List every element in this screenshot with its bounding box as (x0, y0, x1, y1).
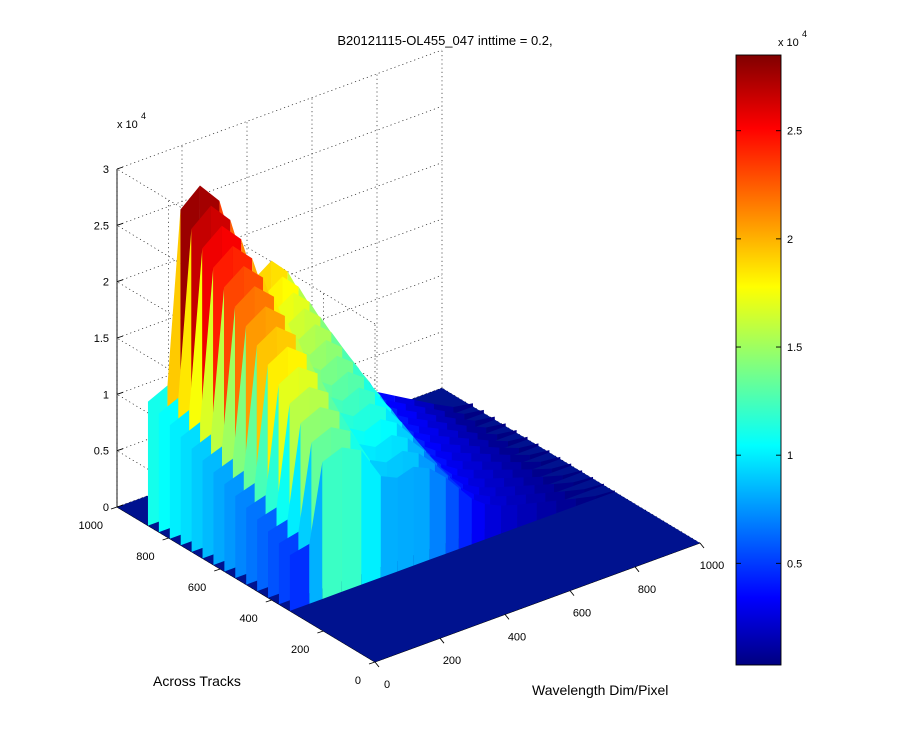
x-tick (634, 566, 640, 573)
surface-patch (501, 504, 518, 534)
surface-patch (361, 450, 381, 585)
surface-patch (529, 450, 550, 460)
x-tick (374, 661, 380, 668)
axes-3d: 00.511.522.53020040060080010000200400600… (79, 49, 725, 691)
y-tick-label: 400 (239, 613, 257, 625)
surface-patch (508, 436, 528, 447)
surface-patch (584, 483, 604, 493)
surface-patch (453, 403, 473, 414)
surface-patch (554, 482, 574, 494)
surface-patch (536, 500, 557, 521)
surface-patch (397, 466, 414, 572)
z-tick (116, 504, 124, 508)
z-tick-label: 0 (103, 502, 109, 514)
surface-patch (562, 470, 583, 480)
y-tick-label: 600 (188, 582, 206, 594)
colorbar-tick-label: 2.5 (787, 126, 802, 138)
y-tick (162, 537, 169, 541)
z-tick (116, 222, 124, 226)
z-tick-label: 1 (103, 389, 109, 401)
axis-ticks: 00.511.522.53020040060080010000200400600… (79, 164, 725, 691)
y-tick (317, 630, 324, 634)
x-axis-label: Wavelength Dim/Pixel (532, 682, 668, 698)
surface-patch (575, 495, 596, 507)
surface-patch (564, 489, 585, 500)
surface-patch (429, 468, 446, 560)
surface-patch (484, 503, 502, 540)
x-tick-label: 800 (638, 584, 656, 596)
y-tick-label: 1000 (79, 520, 103, 532)
y-tick-label: 0 (355, 675, 361, 687)
colorbar-tick-label: 0.5 (787, 558, 802, 570)
y-tick (214, 568, 221, 572)
surface-patch (486, 423, 506, 434)
colorbar-tick-label: 1 (787, 450, 793, 462)
surface-patch (471, 498, 485, 545)
z-tick (116, 279, 124, 283)
z-multiplier: x 10 (117, 119, 138, 131)
colorbar-multiplier: x 10 (778, 37, 799, 49)
surface-patch (380, 476, 398, 578)
surface-patch (573, 476, 594, 486)
surface-patch (445, 477, 459, 554)
x-tick (439, 637, 445, 644)
x-tick (699, 542, 705, 549)
x-tick-label: 1000 (700, 560, 724, 572)
surface-patch (518, 443, 539, 454)
surface-patch (289, 543, 310, 611)
surface-patch (309, 462, 323, 604)
colorbar-tick-label: 2 (787, 234, 793, 246)
colorbar: x 10 4 0.5 1 1.5 2 2.5 (735, 29, 807, 666)
y-tick-label: 200 (291, 644, 309, 656)
colorbar-tick-label: 1.5 (787, 342, 802, 354)
z-tick (116, 391, 124, 395)
colorbar-gradient (735, 54, 782, 666)
surface-patch (595, 490, 615, 499)
y-tick (368, 661, 376, 665)
surface-patch (497, 430, 517, 440)
y-tick (110, 506, 118, 510)
surface (117, 185, 700, 662)
surface-patch (543, 475, 563, 487)
y-tick (265, 599, 272, 603)
y-tick-label: 800 (136, 551, 154, 563)
x-tick-label: 600 (573, 608, 591, 620)
x-tick-label: 400 (508, 631, 526, 643)
z-tick-label: 2 (103, 277, 109, 289)
surface-patch (322, 447, 342, 599)
surface-patch (464, 409, 484, 421)
z-tick-label: 0.5 (94, 446, 109, 458)
surface-patch (475, 416, 495, 427)
surface-patch (556, 498, 576, 514)
x-tick (569, 590, 575, 596)
z-multiplier-exponent: 4 (141, 111, 146, 121)
colorbar-multiplier-exponent: 4 (802, 29, 807, 39)
z-tick-label: 2.5 (94, 220, 109, 232)
y-axis-label: Across Tracks (153, 673, 241, 689)
surface-patch (540, 456, 561, 467)
x-tick (504, 614, 510, 620)
surface-patch (413, 466, 430, 566)
colorbar-ticks: 0.5 1 1.5 2 2.5 (736, 126, 802, 570)
surface-patch (458, 488, 472, 549)
x-tick-label: 0 (384, 679, 390, 691)
z-tick-label: 1.5 (94, 333, 109, 345)
z-tick (116, 448, 124, 452)
z-tick (116, 166, 124, 170)
z-tick (116, 335, 124, 339)
z-tick-label: 3 (103, 164, 109, 176)
surface-patch (517, 502, 537, 528)
chart-title: B20121115-OL455_047 inttime = 0.2, (337, 33, 552, 48)
x-tick-label: 200 (443, 655, 461, 667)
surface-patch (341, 447, 362, 592)
surface-patch (551, 463, 572, 473)
